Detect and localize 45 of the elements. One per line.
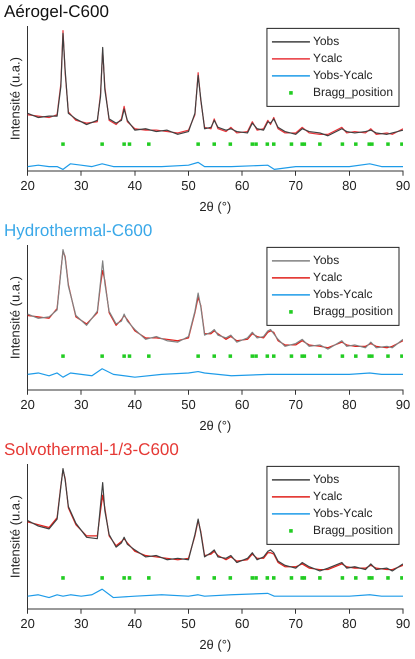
x-tick-label: 40 <box>128 178 142 194</box>
x-tick-label: 50 <box>181 616 196 632</box>
x-tick-label: 90 <box>396 616 410 632</box>
x-tick-label: 80 <box>342 397 357 412</box>
x-tick-label: 30 <box>74 178 88 194</box>
y-axis-title: Intensité (u.a.) <box>7 495 22 578</box>
chart-title: Aérogel-C600 <box>4 2 109 21</box>
x-tick-label: 20 <box>20 616 35 632</box>
chart-title: Solvothermal-1/3-C600 <box>4 440 179 459</box>
x-tick-label: 20 <box>20 397 35 412</box>
x-tick-label: 30 <box>74 397 88 412</box>
x-tick-label: 70 <box>288 178 303 194</box>
x-tick-label: 50 <box>181 178 196 194</box>
x-tick-label: 30 <box>74 616 88 632</box>
legend-label: Bragg_position <box>312 85 394 100</box>
legend-label: Yobs-Ycalc <box>312 506 373 520</box>
legend-label: Ycalc <box>312 489 342 504</box>
x-tick-label: 50 <box>181 397 196 412</box>
legend-label: Ycalc <box>312 51 342 66</box>
x-tick-label: 90 <box>396 397 410 412</box>
x-tick-label: 60 <box>234 616 250 632</box>
x-axis-title: 2θ (°) <box>199 418 232 433</box>
x-tick-label: 20 <box>20 178 35 194</box>
legend-label: Bragg_position <box>312 523 394 538</box>
legend-label: Bragg_position <box>312 304 394 318</box>
legend-label: Yobs-Ycalc <box>312 68 373 82</box>
x-tick-label: 60 <box>234 397 250 412</box>
x-tick-label: 40 <box>128 616 142 632</box>
x-tick-label: 80 <box>342 178 357 194</box>
legend-label: Yobs <box>312 253 340 268</box>
x-axis-title: 2θ (°) <box>199 636 232 652</box>
y-axis-title: Intensité (u.a.) <box>7 276 22 360</box>
x-tick-label: 70 <box>288 616 303 632</box>
legend-label: Yobs-Ycalc <box>312 287 373 302</box>
chart-title: Hydrothermal-C600 <box>4 220 152 240</box>
x-tick-label: 90 <box>396 178 410 194</box>
x-axis-title: 2θ (°) <box>199 198 232 214</box>
x-tick-label: 70 <box>288 397 303 412</box>
legend-label: Yobs <box>312 472 340 486</box>
legend-label: Yobs <box>312 34 340 48</box>
x-tick-label: 60 <box>234 178 250 194</box>
legend-label: Ycalc <box>312 270 342 284</box>
x-tick-label: 40 <box>128 397 142 412</box>
y-axis-title: Intensité (u.a.) <box>7 57 22 140</box>
x-tick-label: 80 <box>342 616 357 632</box>
